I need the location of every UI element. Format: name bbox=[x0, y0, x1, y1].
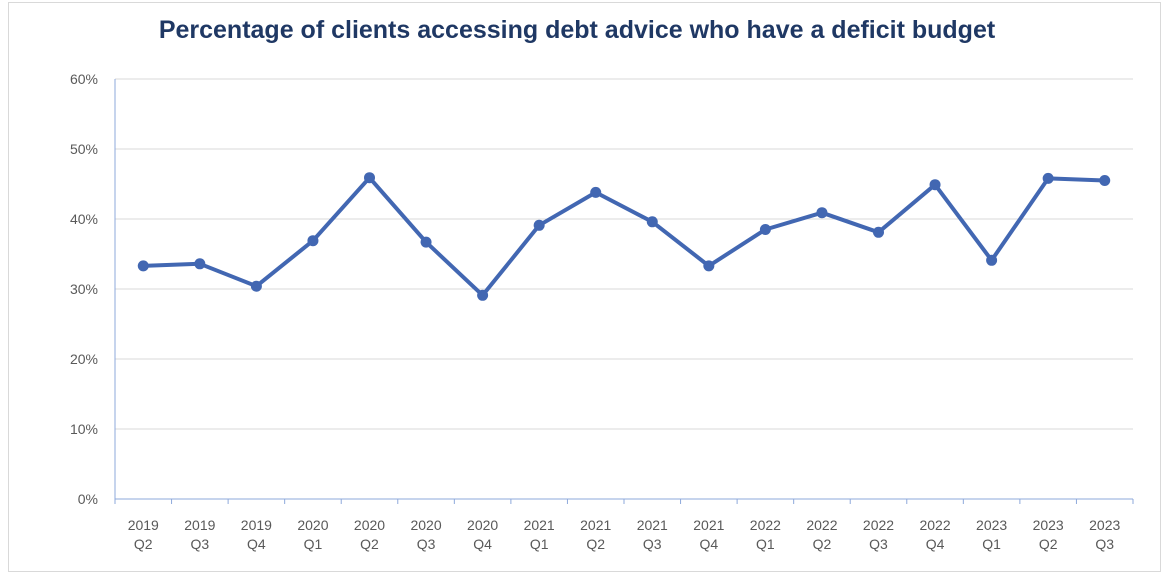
x-tick-label: 2022 Q4 bbox=[919, 517, 950, 552]
data-point bbox=[759, 224, 771, 235]
data-point bbox=[250, 280, 262, 292]
data-point bbox=[1099, 175, 1111, 186]
x-tick-label: 2019 Q3 bbox=[184, 517, 215, 552]
y-tick-label: 10% bbox=[70, 421, 98, 437]
data-point bbox=[646, 216, 658, 228]
x-tick-label: 2020 Q4 bbox=[467, 517, 498, 552]
gridlines bbox=[115, 78, 1133, 500]
series bbox=[137, 172, 1111, 301]
x-tick-label: 2021 Q1 bbox=[524, 517, 555, 552]
y-tick-label: 60% bbox=[70, 71, 98, 87]
chart-title: Percentage of clients accessing debt adv… bbox=[159, 16, 996, 44]
data-point bbox=[533, 219, 545, 231]
data-point bbox=[703, 260, 715, 272]
x-tick-label: 2020 Q3 bbox=[410, 517, 441, 552]
x-tick-label: 2022 Q1 bbox=[750, 517, 781, 552]
data-point bbox=[1042, 172, 1054, 184]
x-axis-tick-labels: 2019 Q2 2019 Q3 2019 Q4 2020 Q1 2020 Q2 2020 Q3 2020… bbox=[128, 517, 1121, 552]
data-point bbox=[364, 172, 375, 184]
data-point bbox=[873, 226, 884, 238]
data-point bbox=[929, 179, 941, 191]
y-tick-label: 50% bbox=[70, 141, 98, 157]
x-tick-label: 2019 Q4 bbox=[241, 517, 272, 552]
x-tick-label: 2023 Q1 bbox=[976, 517, 1007, 552]
x-tick-label: 2019 Q2 bbox=[128, 517, 159, 552]
y-tick-label: 30% bbox=[70, 281, 98, 297]
x-tick-label: 2020 Q1 bbox=[297, 517, 328, 552]
data-point bbox=[137, 260, 149, 272]
y-tick-label: 0% bbox=[78, 491, 98, 507]
data-point bbox=[420, 236, 432, 248]
x-tick-label: 2021 Q4 bbox=[693, 517, 724, 552]
data-point bbox=[307, 235, 319, 247]
data-point bbox=[816, 207, 828, 219]
y-axis-tick-labels: 0% 10% 20% 30% 40% 50% 60% bbox=[70, 71, 98, 507]
y-tick-label: 20% bbox=[70, 351, 98, 367]
series-line bbox=[141, 175, 1107, 298]
x-tick-label: 2021 Q3 bbox=[637, 517, 668, 552]
x-tick-label: 2020 Q2 bbox=[354, 517, 385, 552]
x-tick-label: 2023 Q3 bbox=[1089, 517, 1120, 552]
chart-frame bbox=[8, 2, 1161, 572]
data-point bbox=[477, 289, 489, 301]
data-point bbox=[986, 254, 998, 266]
x-tick-label: 2022 Q3 bbox=[863, 517, 894, 552]
data-point bbox=[194, 258, 206, 270]
x-tick-label: 2021 Q2 bbox=[580, 517, 611, 552]
x-tick-label: 2022 Q2 bbox=[806, 517, 837, 552]
x-tick-label: 2023 Q2 bbox=[1033, 517, 1064, 552]
y-tick-label: 40% bbox=[70, 211, 98, 227]
data-point bbox=[590, 186, 602, 198]
axes bbox=[114, 79, 1134, 504]
